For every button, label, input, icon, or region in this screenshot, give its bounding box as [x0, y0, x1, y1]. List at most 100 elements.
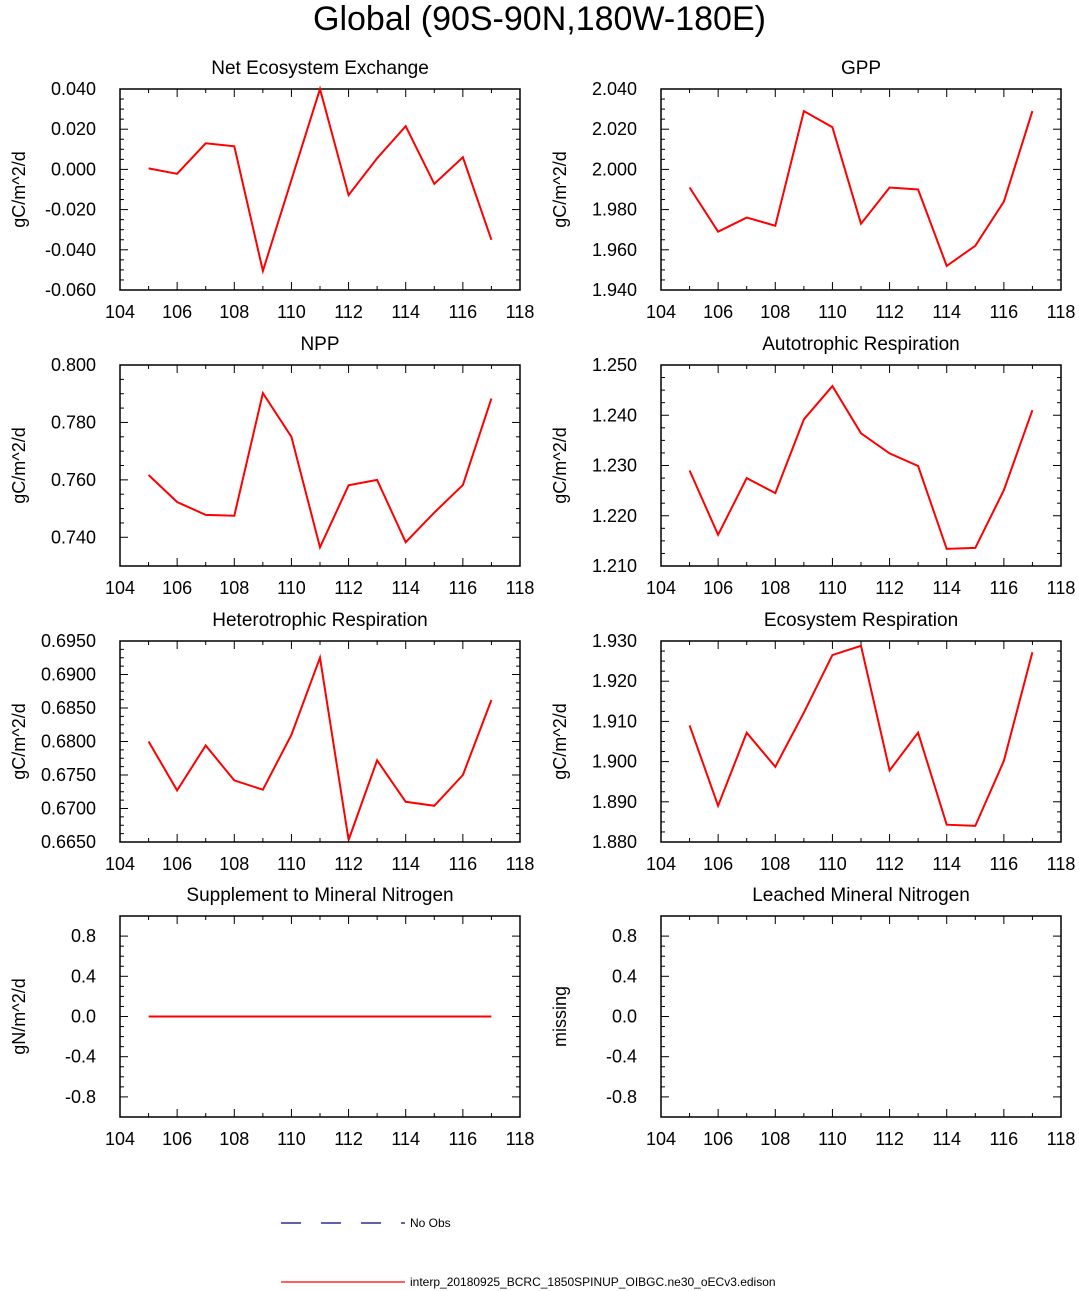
x-tick-label: 110 [818, 302, 847, 322]
x-tick-label: 116 [449, 578, 478, 598]
y-tick-label: 0.4 [71, 966, 96, 986]
y-tick-label: -0.4 [65, 1047, 96, 1067]
chart-panel: Ecosystem Respiration gC/m^2/d 104 106 108 11… [550, 610, 1075, 874]
y-tick-label: 0.4 [612, 966, 637, 986]
series-line [688, 109, 1034, 268]
x-tick-label: 108 [760, 1129, 790, 1149]
plot-frame [660, 640, 1062, 843]
x-tick-label: 106 [703, 578, 733, 598]
y-tick-label: 0.760 [51, 470, 96, 490]
x-tick-label: 114 [391, 1129, 420, 1149]
plot-frame [660, 88, 1062, 291]
x-tick-label: 106 [162, 578, 192, 598]
x-tick-label: 112 [334, 302, 363, 322]
x-tick-label: 116 [449, 854, 478, 874]
x-tick-label: 114 [932, 578, 961, 598]
x-tick-label: 118 [506, 578, 535, 598]
x-tick-label: 118 [506, 302, 535, 322]
x-tick-label: 116 [990, 1129, 1019, 1149]
y-tick-label: 1.230 [592, 456, 637, 476]
chart-panel: Supplement to Mineral Nitrogen gN/m^2/d 10… [9, 885, 534, 1149]
chart-panel: GPP gC/m^2/d 104 106 108 110 112 114 116 118 1.940… [550, 58, 1075, 322]
x-tick-label: 116 [990, 854, 1019, 874]
y-tick-label: -0.8 [606, 1087, 637, 1107]
x-tick-label: 104 [105, 302, 135, 322]
y-tick-label: 0.6750 [41, 765, 96, 785]
x-tick-label: 116 [449, 1129, 478, 1149]
y-tick-label: 1.890 [592, 792, 637, 812]
x-tick-label: 118 [1047, 1129, 1076, 1149]
plot-frame [660, 915, 1062, 1118]
x-tick-label: 114 [391, 578, 420, 598]
series-line [147, 653, 493, 841]
y-axis-label: gC/m^2/d [9, 151, 29, 227]
y-tick-label: 0.0 [612, 1007, 637, 1027]
series-line [148, 85, 493, 275]
y-tick-label: 0.0 [71, 1007, 96, 1027]
x-tick-label: 112 [875, 854, 904, 874]
chart-panel: NPP gC/m^2/d 104 106 108 110 112 114 116 118 0.740… [9, 334, 534, 598]
y-tick-label: 0.780 [51, 412, 96, 432]
y-tick-label: -0.4 [606, 1047, 637, 1067]
y-tick-label: -0.060 [45, 280, 96, 300]
y-axis-label: gC/m^2/d [550, 427, 570, 503]
chart-panel: Heterotrophic Respiration gC/m^2/d 104 106 1… [9, 610, 534, 874]
y-tick-label: 1.980 [592, 200, 637, 220]
y-axis-label: gN/m^2/d [9, 978, 29, 1054]
y-tick-label: 1.900 [592, 752, 637, 772]
y-tick-label: 0.020 [51, 119, 96, 139]
x-tick-label: 110 [818, 854, 847, 874]
y-tick-label: 0.040 [51, 79, 96, 99]
panel-title: Ecosystem Respiration [764, 610, 958, 631]
x-tick-label: 110 [818, 578, 847, 598]
x-tick-label: 118 [506, 1129, 535, 1149]
y-tick-label: 1.250 [592, 355, 637, 375]
plot-frame [119, 364, 521, 567]
x-tick-label: 118 [1047, 578, 1076, 598]
panel-title: Autotrophic Respiration [762, 334, 960, 355]
plot-frame [119, 88, 521, 291]
x-tick-label: 104 [105, 1129, 135, 1149]
y-tick-label: 1.880 [592, 832, 637, 852]
y-tick-label: 1.940 [592, 280, 637, 300]
x-tick-label: 104 [646, 1129, 676, 1149]
x-tick-label: 116 [990, 302, 1019, 322]
x-tick-label: 104 [105, 578, 135, 598]
x-tick-label: 114 [391, 854, 420, 874]
x-tick-label: 116 [449, 302, 478, 322]
x-tick-label: 106 [703, 854, 733, 874]
x-tick-label: 108 [760, 854, 790, 874]
x-tick-label: 114 [391, 302, 420, 322]
panel-title: Net Ecosystem Exchange [211, 58, 429, 79]
chart-panel: Net Ecosystem Exchange gC/m^2/d 104 106 108 1… [9, 58, 534, 322]
x-tick-label: 112 [334, 578, 363, 598]
series-line [147, 390, 493, 551]
y-tick-label: 0.6950 [41, 631, 96, 651]
y-tick-label: 0.8 [612, 926, 637, 946]
chart-panel: Autotrophic Respiration gC/m^2/d 104 106 108… [550, 334, 1075, 598]
series-line [688, 384, 1034, 550]
page-title: Global (90S-90N,180W-180E) [313, 0, 766, 38]
x-tick-label: 106 [703, 1129, 733, 1149]
x-tick-label: 108 [760, 578, 790, 598]
y-tick-label: 0.8 [71, 926, 96, 946]
y-tick-label: 0.800 [51, 355, 96, 375]
x-tick-label: 112 [875, 1129, 904, 1149]
x-tick-label: 104 [646, 854, 676, 874]
x-tick-label: 112 [875, 302, 904, 322]
y-tick-label: 1.960 [592, 240, 637, 260]
y-tick-label: -0.8 [65, 1087, 96, 1107]
panel-title: GPP [841, 58, 881, 79]
panel-title: NPP [300, 334, 339, 355]
y-tick-label: 2.020 [592, 119, 637, 139]
y-tick-label: -0.020 [45, 200, 96, 220]
plot-frame [119, 915, 521, 1118]
x-tick-label: 108 [219, 854, 249, 874]
y-tick-label: 1.210 [592, 556, 637, 576]
panel-title: Heterotrophic Respiration [212, 610, 427, 631]
y-axis-label: gC/m^2/d [9, 703, 29, 779]
x-tick-label: 110 [277, 578, 306, 598]
y-tick-label: 1.220 [592, 506, 637, 526]
x-tick-label: 112 [334, 854, 363, 874]
